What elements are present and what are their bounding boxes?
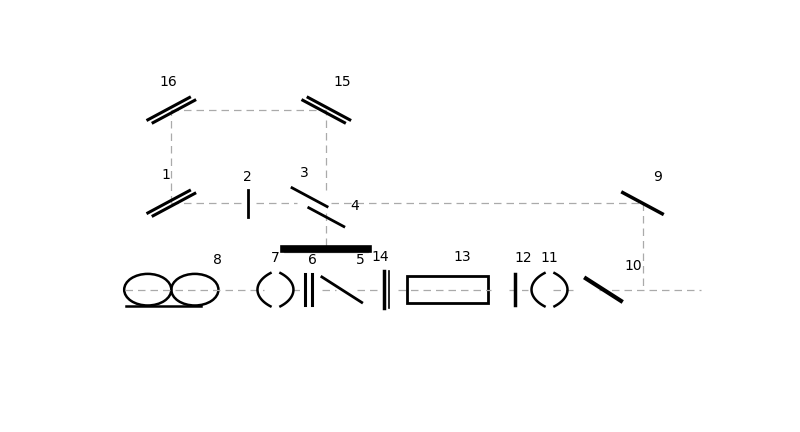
Text: 1: 1 (162, 168, 170, 182)
Text: 2: 2 (243, 170, 252, 184)
Text: 4: 4 (350, 199, 358, 213)
Text: 9: 9 (654, 170, 662, 184)
Text: 12: 12 (514, 251, 532, 265)
Text: 7: 7 (271, 251, 280, 265)
Text: 13: 13 (454, 250, 471, 264)
Text: 14: 14 (371, 250, 389, 264)
Text: 11: 11 (541, 251, 558, 265)
Text: 15: 15 (333, 75, 350, 89)
Bar (407, 276, 487, 303)
Text: 5: 5 (356, 254, 365, 267)
Text: 3: 3 (300, 166, 309, 180)
Text: 10: 10 (624, 259, 642, 273)
Text: 16: 16 (159, 75, 177, 89)
Text: 6: 6 (308, 253, 317, 267)
Text: 8: 8 (214, 253, 222, 267)
